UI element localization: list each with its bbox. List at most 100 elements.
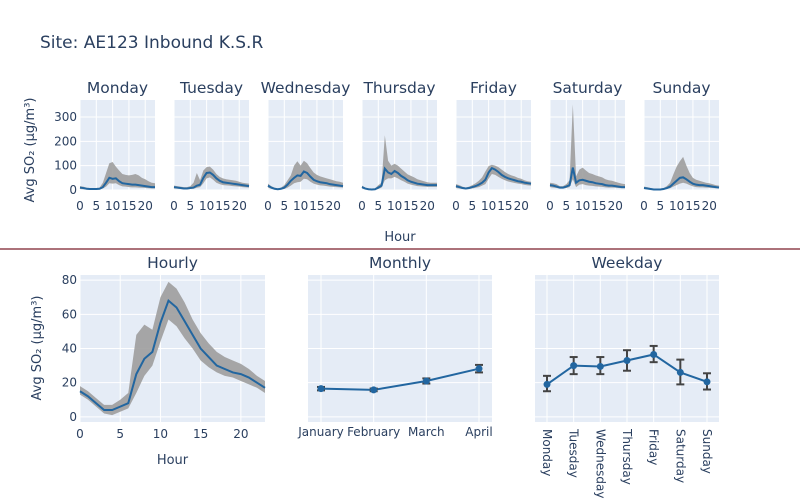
hourly-title: Hourly: [147, 254, 198, 272]
facet-xtick-label: 10: [575, 199, 590, 213]
monthly-point: [317, 385, 325, 393]
facet-xtick-label: 15: [591, 199, 606, 213]
facet-xtick-label: 20: [608, 199, 623, 213]
monthly-point: [422, 377, 430, 385]
facet-title-sunday: Sunday: [653, 79, 711, 97]
facet-line-monday: [79, 176, 155, 191]
facet-band-sunday: [644, 156, 719, 190]
facet-xtick-label: 20: [702, 199, 717, 213]
facet-title-wednesday: Wednesday: [261, 79, 351, 97]
facet-xtick-label: 5: [280, 199, 288, 213]
facet-xtick-label: 15: [685, 199, 700, 213]
facet-xtick-label: 0: [264, 199, 272, 213]
facet-xtick-label: 5: [656, 199, 664, 213]
facet-title-thursday: Thursday: [362, 79, 435, 97]
weekday-xtick-label: Friday: [647, 429, 661, 465]
facet-xtick-label: 0: [640, 199, 648, 213]
facet-band-monday: [80, 162, 155, 190]
weekday-point: [570, 362, 578, 370]
facet-xtick-label: 10: [199, 199, 214, 213]
facet-line-saturday: [549, 167, 625, 189]
weekday-point: [703, 378, 711, 386]
weekday-xtick-label: Wednesday: [593, 429, 607, 498]
hourly-y-axis-label: Avg SO₂ (µg/m³): [30, 296, 45, 401]
facet-xtick-label: 20: [138, 199, 153, 213]
facet-xtick-label: 10: [481, 199, 496, 213]
monthly-title: Monthly: [369, 254, 431, 272]
facet-line-thursday: [361, 166, 437, 191]
facet-line-wednesday: [267, 170, 344, 191]
facet-panel-friday: [456, 100, 531, 190]
facet-title-tuesday: Tuesday: [179, 79, 243, 97]
facet-xtick-label: 20: [326, 199, 341, 213]
weekday-xtick-label: Sunday: [700, 429, 714, 474]
monthly-xtick-label: January: [297, 425, 344, 439]
weekday-xtick-label: Saturday: [673, 429, 687, 483]
facet-xtick-label: 15: [403, 199, 418, 213]
weekday-point: [543, 380, 551, 388]
hourly-ytick-label: 80: [62, 273, 77, 287]
facet-xtick-label: 20: [232, 199, 247, 213]
facet-xtick-label: 5: [374, 199, 382, 213]
facet-xtick-label: 10: [387, 199, 402, 213]
facet-xtick-label: 5: [92, 199, 100, 213]
hourly-xtick-label: 5: [116, 427, 124, 441]
monthly-xtick-label: February: [347, 425, 400, 439]
hourly-xtick-label: 10: [153, 427, 168, 441]
weekday-xtick-label: Monday: [540, 429, 554, 476]
weekday-xtick-label: Tuesday: [567, 428, 581, 478]
facet-xtick-label: 0: [76, 199, 84, 213]
facet-title-friday: Friday: [470, 79, 517, 97]
facet-xtick-label: 20: [514, 199, 529, 213]
facet-x-axis-label: Hour: [384, 230, 416, 245]
facet-xtick-label: 15: [121, 199, 136, 213]
weekday-point: [650, 350, 658, 358]
facet-ytick-label: 0: [69, 183, 77, 197]
facet-xtick-label: 10: [105, 199, 120, 213]
facet-line-tuesday: [173, 171, 250, 190]
page-title: Site: AE123 Inbound K.S.R: [40, 33, 264, 53]
facet-title-saturday: Saturday: [553, 79, 623, 97]
facet-xtick-label: 0: [358, 199, 366, 213]
monthly-xtick-label: April: [465, 425, 492, 439]
monthly-point: [370, 386, 378, 394]
monthly-xtick-label: March: [408, 425, 445, 439]
hourly-x-axis-label: Hour: [157, 453, 189, 468]
facet-xtick-label: 5: [468, 199, 476, 213]
weekday-title: Weekday: [592, 254, 663, 272]
weekday-point: [596, 362, 604, 370]
facet-xtick-label: 10: [293, 199, 308, 213]
facet-line-sunday: [643, 176, 720, 191]
hourly-ytick-label: 40: [62, 342, 77, 356]
facet-xtick-label: 15: [497, 199, 512, 213]
hourly-band: [80, 281, 265, 416]
facet-xtick-label: 5: [562, 199, 570, 213]
facet-xtick-label: 10: [669, 199, 684, 213]
hourly-ytick-label: 0: [69, 410, 77, 424]
weekday-point: [676, 368, 684, 376]
monthly-point: [475, 365, 483, 373]
hourly-ytick-label: 20: [62, 376, 77, 390]
facet-ytick-label: 200: [54, 134, 77, 148]
facet-line-friday: [455, 166, 532, 190]
facet-xtick-label: 15: [215, 199, 230, 213]
hourly-ytick-label: 60: [62, 307, 77, 321]
facet-xtick-label: 0: [170, 199, 178, 213]
hourly-xtick-label: 0: [76, 427, 84, 441]
facet-ytick-label: 100: [54, 159, 77, 173]
facet-ytick-label: 300: [54, 110, 77, 124]
facet-xtick-label: 0: [452, 199, 460, 213]
hourly-xtick-label: 15: [193, 427, 208, 441]
facet-xtick-label: 5: [186, 199, 194, 213]
weekday-point: [623, 356, 631, 364]
hourly-line: [79, 298, 266, 412]
facet-xtick-label: 20: [420, 199, 435, 213]
facet-xtick-label: 0: [546, 199, 554, 213]
facet-title-monday: Monday: [87, 79, 148, 97]
monthly-line: [320, 367, 480, 391]
facet-y-axis-label: Avg SO₂ (µg/m³): [23, 98, 38, 203]
hourly-xtick-label: 20: [233, 427, 248, 441]
facet-xtick-label: 15: [309, 199, 324, 213]
